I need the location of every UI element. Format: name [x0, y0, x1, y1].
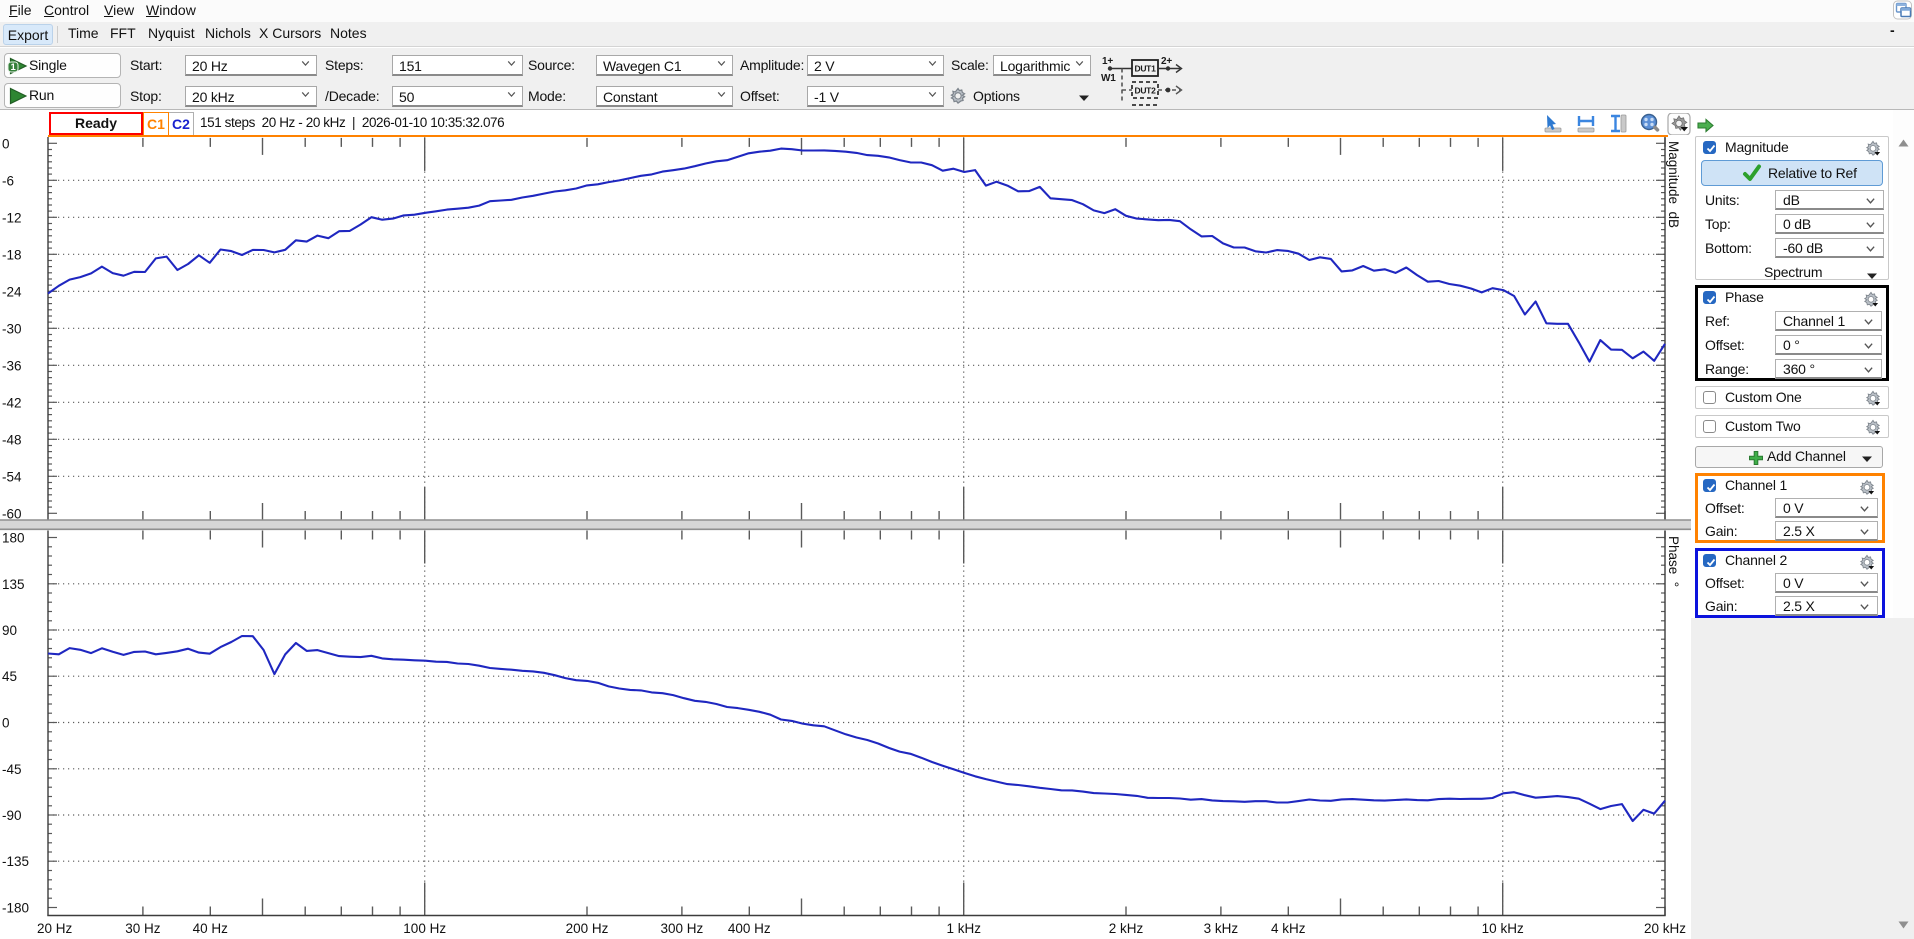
svg-text:10 kHz: 10 kHz — [1482, 921, 1524, 936]
svg-text:-30: -30 — [2, 321, 22, 336]
svg-text:180: 180 — [2, 531, 25, 546]
svg-text:135: 135 — [2, 577, 25, 592]
svg-text:1+: 1+ — [1102, 56, 1113, 67]
svg-text:4 kHz: 4 kHz — [1271, 921, 1306, 936]
svg-text:Phase °: Phase ° — [1666, 536, 1681, 587]
svg-text:300 Hz: 300 Hz — [661, 921, 704, 936]
svg-text:-48: -48 — [2, 432, 22, 447]
svg-text:-12: -12 — [2, 210, 22, 225]
svg-text:-6: -6 — [2, 173, 14, 188]
svg-text:-90: -90 — [2, 808, 22, 823]
svg-text:2 kHz: 2 kHz — [1109, 921, 1144, 936]
svg-text:DUT2: DUT2 — [1135, 86, 1157, 96]
svg-text:-135: -135 — [2, 854, 29, 869]
svg-text:1 kHz: 1 kHz — [946, 921, 981, 936]
svg-text:-60: -60 — [2, 506, 22, 521]
svg-text:-45: -45 — [2, 762, 22, 777]
svg-text:1: 1 — [10, 62, 16, 73]
svg-text:-42: -42 — [2, 395, 22, 410]
svg-text:0: 0 — [2, 716, 10, 731]
svg-text:DUT1: DUT1 — [1135, 64, 1157, 74]
svg-text:0: 0 — [2, 137, 10, 151]
svg-text:100 Hz: 100 Hz — [403, 921, 446, 936]
svg-text:Magnitude dB: Magnitude dB — [1666, 141, 1681, 228]
svg-text:-36: -36 — [2, 358, 22, 373]
svg-text:200 Hz: 200 Hz — [566, 921, 609, 936]
svg-text:W1: W1 — [1101, 73, 1116, 84]
svg-text:40 Hz: 40 Hz — [193, 921, 229, 936]
svg-text:-54: -54 — [2, 469, 22, 484]
svg-text:-18: -18 — [2, 247, 22, 262]
svg-text:45: 45 — [2, 669, 17, 684]
svg-text:20 kHz: 20 kHz — [1644, 921, 1686, 936]
svg-text:400 Hz: 400 Hz — [728, 921, 771, 936]
svg-text:3 kHz: 3 kHz — [1204, 921, 1239, 936]
svg-text:2+: 2+ — [1161, 56, 1172, 67]
svg-text:90: 90 — [2, 623, 17, 638]
svg-text:30 Hz: 30 Hz — [125, 921, 161, 936]
svg-text:-180: -180 — [2, 901, 29, 916]
svg-text:-24: -24 — [2, 284, 22, 299]
svg-text:20 Hz: 20 Hz — [37, 921, 73, 936]
